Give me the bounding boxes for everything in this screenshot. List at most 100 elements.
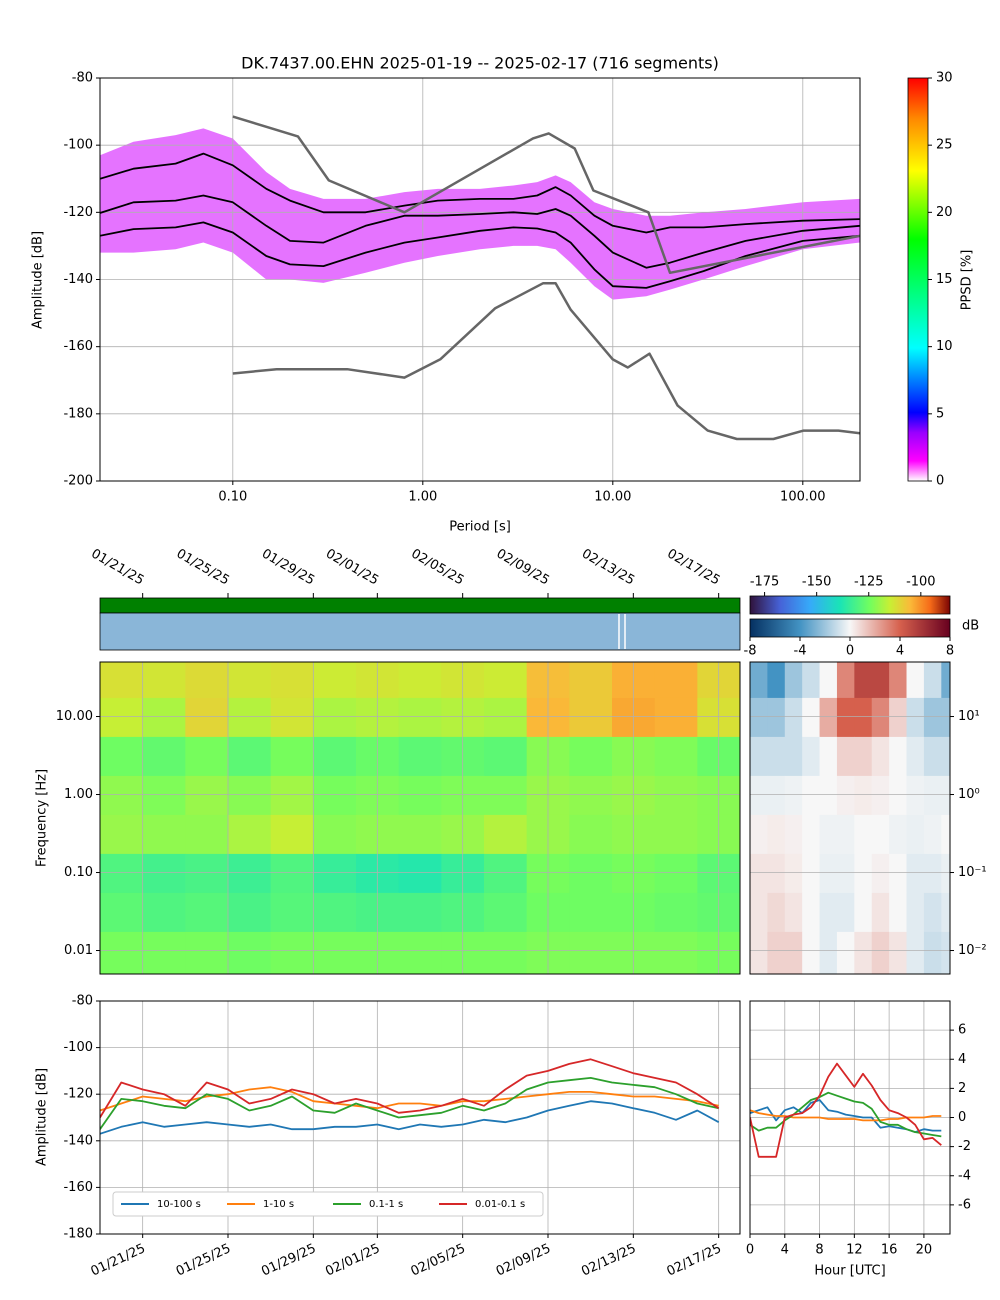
colorbar-tick-label: -175: [750, 575, 780, 590]
heatmap-cell: [767, 697, 786, 738]
heatmap-cell: [270, 931, 314, 974]
series-line: [232, 281, 860, 441]
y-tick-label: 2: [958, 1081, 966, 1096]
heatmap-cell: [142, 814, 186, 855]
colorbar-tick-label: 30: [936, 71, 953, 86]
series-line: [100, 1100, 720, 1135]
heatmap-cell: [871, 814, 890, 855]
heatmap-cell: [185, 931, 229, 974]
x-tick-label: 100.00: [780, 490, 826, 505]
heatmap-cell: [819, 775, 838, 816]
colorbar-tick-label: -125: [854, 575, 884, 590]
x-tick-label: 20: [916, 1243, 933, 1258]
y-tick-label: 0.01: [64, 943, 93, 958]
colorbar-tick-label: 25: [936, 138, 953, 153]
x-tick-label: 8: [815, 1243, 823, 1258]
heatmap-cell: [784, 775, 803, 816]
y-tick-label: -80: [72, 71, 93, 86]
y-tick-label: -180: [63, 1227, 93, 1242]
heatmap-cell: [398, 814, 442, 855]
y-axis-label: Frequency [Hz]: [35, 769, 50, 867]
heatmap-cell: [767, 736, 786, 777]
heatmap-cell: [941, 814, 950, 855]
heatmap-cell: [767, 892, 786, 933]
x-axis-label: Hour [UTC]: [814, 1264, 885, 1279]
series-line: [100, 152, 860, 234]
y-tick-label: 4: [958, 1052, 966, 1067]
heatmap-cell: [313, 814, 357, 855]
heatmap-cell: [398, 892, 442, 933]
heatmap-cell: [784, 853, 803, 894]
heatmap-cell: [906, 892, 925, 933]
heatmap-cell: [484, 775, 528, 816]
series-line: [100, 1077, 719, 1130]
heatmap-cell: [941, 662, 950, 699]
y-tick-label: -4: [958, 1168, 971, 1183]
colorbar-tick-label: 10: [936, 339, 953, 354]
plot-area: [750, 662, 950, 974]
y-tick-label: 10⁻¹: [958, 865, 987, 880]
heatmap-cell: [889, 931, 908, 974]
plot-frame: [99, 1000, 741, 1235]
heatmap-cell: [750, 775, 768, 816]
colorbar-tick-label: -4: [794, 644, 807, 659]
heatmap-cell: [871, 931, 890, 974]
y-tick-label: -160: [63, 339, 93, 354]
heatmap-cell: [802, 814, 821, 855]
plot-frame: [749, 661, 951, 975]
heatmap-cell: [313, 892, 357, 933]
heatmap-cell: [802, 736, 821, 777]
y-tick-label: 0: [958, 1110, 966, 1125]
heatmap-cell: [313, 697, 357, 738]
y-tick-label: 0.10: [64, 865, 93, 880]
heatmap-cell: [750, 697, 768, 738]
heatmap-cell: [750, 931, 768, 974]
plot-area: [100, 78, 860, 481]
x-axis-label: Period [s]: [449, 520, 511, 535]
heatmap-cell: [313, 931, 357, 974]
y-tick-label: -200: [63, 474, 93, 489]
y-tick-label: -100: [63, 1040, 93, 1055]
heatmap-cell: [923, 892, 942, 933]
heatmap-cell: [185, 697, 229, 738]
heatmap-cell: [654, 892, 698, 933]
heatmap-cell: [569, 931, 613, 974]
series-line: [100, 1058, 720, 1118]
heatmap-cell: [228, 736, 272, 777]
colorbar-tick-label: 5: [936, 406, 944, 421]
heatmap-cell: [142, 736, 186, 777]
heatmap-cell: [654, 931, 698, 974]
plot-area: [750, 1001, 950, 1234]
y-tick-label: 6: [958, 1023, 966, 1038]
heatmap-cell: [784, 736, 803, 777]
heatmap-cell: [185, 736, 229, 777]
heatmap-cell: [923, 697, 942, 738]
chart-title: DK.7437.00.EHN 2025-01-19 -- 2025-02-17 …: [241, 54, 719, 73]
x-tick-label: 1.00: [408, 490, 437, 505]
plot-area: [100, 1001, 740, 1234]
heatmap-cell: [185, 814, 229, 855]
heatmap-cell: [923, 775, 942, 816]
heatmap-cell: [941, 931, 950, 974]
y-tick-label: 10.00: [56, 709, 93, 724]
heatmap-cell: [398, 775, 442, 816]
colorbar: [749, 618, 951, 638]
series-line: [100, 194, 860, 269]
heatmap-cell: [142, 853, 186, 894]
heatmap-cell: [270, 853, 314, 894]
heatmap-cell: [767, 662, 786, 699]
heatmap-cell: [270, 814, 314, 855]
colorbar-tick-label: -100: [906, 575, 936, 590]
colorbar-label: PPSD [%]: [960, 250, 975, 311]
x-tick-label: 12: [846, 1243, 863, 1258]
colorbar-tick-label: 4: [896, 644, 904, 659]
heatmap-cell: [941, 697, 950, 738]
series-line: [750, 1091, 942, 1138]
x-tick-label: 4: [781, 1243, 789, 1258]
y-tick-label: -180: [63, 406, 93, 421]
heatmap-cell: [767, 775, 786, 816]
heatmap-cell: [906, 814, 925, 855]
heatmap-cell: [484, 814, 528, 855]
heatmap-cell: [802, 892, 821, 933]
heatmap-cell: [750, 853, 768, 894]
